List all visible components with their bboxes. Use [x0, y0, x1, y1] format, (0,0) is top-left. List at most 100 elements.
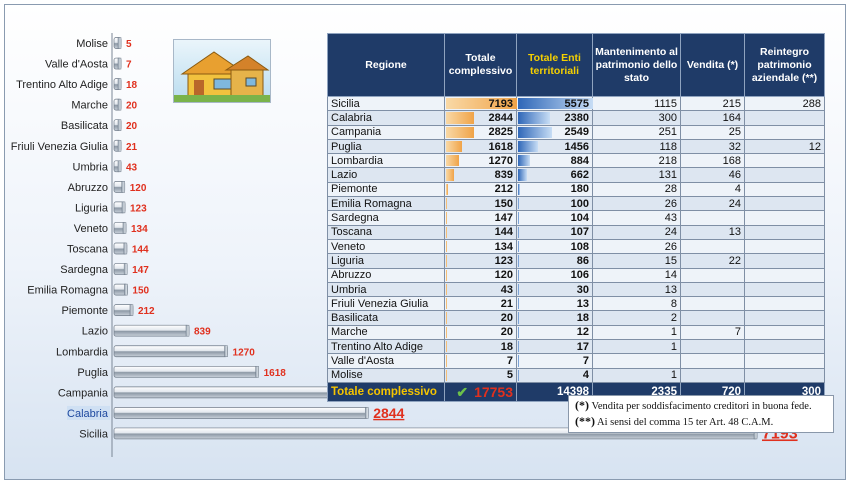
data-bar-enti — [518, 283, 519, 296]
cell-value: 150 — [494, 197, 513, 210]
cell-enti: 107 — [516, 224, 593, 240]
cell-value: 2 — [670, 312, 677, 325]
cell-value: 43 — [500, 283, 513, 296]
y-tick-label: Calabria — [67, 408, 109, 420]
data-label: 20 — [126, 121, 138, 132]
data-bar-totale — [446, 341, 447, 353]
y-tick-label: Valle d'Aosta — [45, 59, 109, 71]
header-reintegro: Reintegro patrimonio aziendale (**) — [744, 33, 825, 97]
data-label: 1618 — [264, 368, 287, 379]
cell-value: Lombardia — [331, 154, 383, 167]
data-label: 120 — [130, 183, 147, 194]
cell-reintegro: 288 — [744, 95, 825, 112]
bar-cap — [124, 283, 128, 296]
footnote-1-text: Vendita per soddisfacimento creditori in… — [591, 401, 812, 412]
cell-totale: 1270 — [444, 153, 517, 169]
cell-value: 1618 — [488, 140, 513, 153]
data-label: 123 — [130, 203, 147, 214]
header-mantenimento: Mantenimento al patrimonio dello stato — [592, 33, 681, 97]
y-tick-label: Piemonte — [62, 305, 108, 317]
header-enti: Totale Enti territoriali — [516, 33, 593, 97]
data-bar-totale — [446, 369, 447, 381]
y-tick-label: Liguria — [75, 202, 109, 214]
cell-value: 123 — [494, 254, 513, 267]
cell-reintegro — [744, 353, 825, 369]
cell-mantenimento: 26 — [592, 238, 681, 255]
cell-mantenimento: 15 — [592, 253, 681, 269]
data-bar-enti — [518, 98, 593, 110]
total-label: Totale complessivo — [327, 381, 445, 402]
cell-totale: 144 — [444, 224, 517, 240]
cell-value: 251 — [658, 126, 677, 139]
y-tick-label: Friuli Venezia Giulia — [11, 141, 109, 153]
cell-reintegro — [744, 110, 825, 126]
cell-value: 288 — [802, 97, 821, 110]
total-totale: ✔ 17753 — [444, 381, 517, 402]
header-totale: Totale complessivo — [444, 33, 517, 97]
y-tick-label: Lazio — [82, 326, 108, 338]
cell-vendita — [680, 367, 745, 383]
cell-totale: 212 — [444, 181, 517, 198]
cell-value: Lazio — [331, 169, 358, 182]
cell-enti: 18 — [516, 310, 593, 326]
cell-value: 100 — [570, 197, 589, 210]
table-row: Emilia Romagna 150 100 26 24 — [327, 196, 825, 212]
cell-mantenimento: 1 — [592, 367, 681, 383]
cell-vendita — [680, 281, 745, 298]
data-bar-totale — [446, 198, 448, 210]
bar-cap — [117, 57, 122, 70]
table-row: Trentino Alto Adige 18 17 1 — [327, 339, 825, 355]
cell-value: 215 — [722, 97, 741, 110]
cell-reintegro — [744, 153, 825, 169]
data-bar-totale — [446, 240, 448, 253]
cell-reintegro — [744, 181, 825, 198]
bar — [113, 324, 190, 337]
cell-value: 1456 — [564, 140, 589, 153]
cell-value: 5 — [506, 369, 513, 382]
footnotes-box: (*) Vendita per soddisfacimento creditor… — [568, 395, 834, 433]
cell-reintegro — [744, 238, 825, 255]
data-bar-totale — [446, 155, 459, 167]
cell-value: Abruzzo — [331, 269, 372, 282]
data-bar-enti — [518, 355, 519, 367]
cell-value: 7193 — [488, 97, 513, 110]
cell-regione: Toscana — [327, 224, 445, 240]
cell-value: 32 — [728, 140, 741, 153]
data-label: 134 — [131, 224, 148, 235]
cell-value: 24 — [664, 226, 677, 239]
data-bar-enti — [518, 226, 520, 238]
cell-value: Marche — [331, 326, 368, 339]
bar-cap — [255, 366, 259, 378]
data-bar-totale — [446, 126, 474, 138]
cell-value: Puglia — [331, 140, 362, 153]
cell-totale: 7193 — [444, 95, 517, 112]
cell-value: 8 — [670, 297, 677, 310]
cell-value: 180 — [570, 183, 589, 196]
y-tick-label: Abruzzo — [68, 182, 108, 194]
data-bar-enti — [518, 169, 527, 181]
data-bar-enti — [518, 341, 519, 353]
cell-value: Piemonte — [331, 183, 378, 196]
cell-reintegro — [744, 210, 825, 226]
cell-value: Valle d'Aosta — [331, 354, 395, 367]
cell-totale: 43 — [444, 281, 517, 298]
cell-reintegro — [744, 267, 825, 283]
cell-enti: 100 — [516, 196, 593, 212]
cell-value: 118 — [659, 140, 677, 153]
cell-mantenimento: 300 — [592, 110, 681, 126]
cell-value: 4 — [734, 183, 741, 196]
cell-value: Trentino Alto Adige — [331, 340, 423, 353]
bar-cap — [121, 181, 125, 193]
cell-reintegro — [744, 367, 825, 383]
bar-cap — [117, 37, 122, 49]
cell-mantenimento: 26 — [592, 196, 681, 212]
cell-totale: 1618 — [444, 138, 517, 155]
bar-cap — [185, 324, 190, 337]
data-bar-totale — [446, 283, 447, 296]
cell-value: 2825 — [488, 126, 513, 139]
data-label: 144 — [132, 245, 149, 256]
cell-value: 168 — [722, 154, 741, 167]
cell-mantenimento: 251 — [592, 124, 681, 140]
cell-value: Emilia Romagna — [331, 197, 412, 210]
bar-cap — [129, 304, 134, 316]
